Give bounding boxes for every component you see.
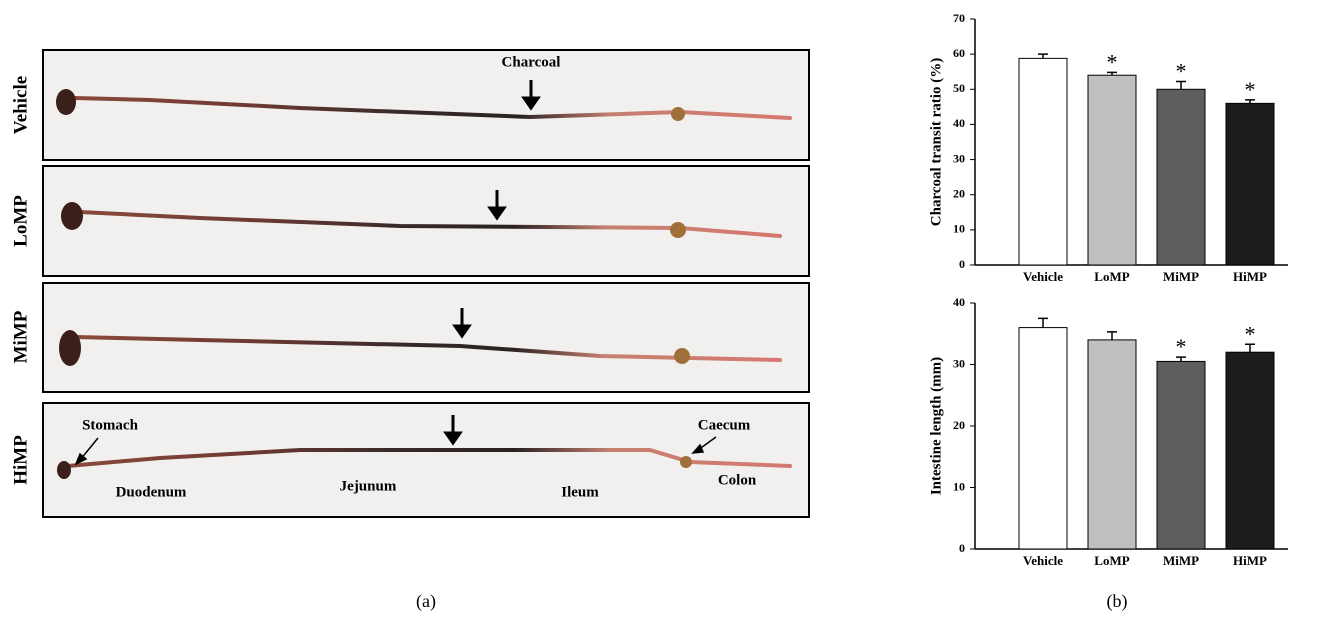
panel-label: (a) bbox=[416, 591, 436, 612]
significance-mark: * bbox=[1176, 59, 1187, 84]
error-bar bbox=[1176, 356, 1186, 362]
y-tick-label: 40 bbox=[953, 116, 965, 130]
y-tick-label: 0 bbox=[959, 541, 965, 555]
y-tick-label: 30 bbox=[953, 151, 965, 165]
intestine bbox=[73, 96, 792, 120]
bar bbox=[1225, 102, 1275, 266]
significance-mark: * bbox=[1107, 49, 1118, 74]
caecum-shape bbox=[674, 348, 690, 364]
significance-mark: * bbox=[1245, 321, 1256, 346]
segment-label: Jejunum bbox=[340, 478, 397, 494]
error-bar bbox=[1245, 99, 1255, 104]
caecum-shape bbox=[670, 222, 686, 238]
charcoal-label: Charcoal bbox=[502, 54, 561, 70]
x-tick-label: MiMP bbox=[1163, 269, 1199, 284]
stomach-shape bbox=[56, 89, 76, 115]
panel-label: (b) bbox=[1107, 591, 1128, 612]
row-label: LoMP bbox=[10, 195, 31, 247]
pointer-arrows bbox=[74, 436, 717, 466]
segment-label: Stomach bbox=[82, 417, 138, 433]
bar bbox=[1087, 74, 1137, 266]
error-bar bbox=[1176, 80, 1186, 90]
significance-mark: * bbox=[1176, 334, 1187, 359]
error-bar bbox=[1038, 317, 1048, 328]
bar bbox=[1018, 57, 1068, 266]
caecum-shape bbox=[671, 107, 685, 121]
bar bbox=[1156, 360, 1206, 550]
intestine bbox=[66, 448, 792, 468]
y-tick-label: 10 bbox=[953, 222, 965, 236]
intestine bbox=[78, 210, 782, 238]
stomach-shape bbox=[61, 202, 83, 230]
panel-a: Vehicle LoMP MiMP HiMP Charcoal Stomach … bbox=[10, 49, 810, 612]
arrows bbox=[443, 80, 541, 446]
photo-vehicle bbox=[42, 49, 810, 161]
y-tick-label: 70 bbox=[953, 11, 965, 25]
intestine bbox=[73, 335, 782, 362]
y-axis-label: Charcoal transit ratio (%) bbox=[928, 58, 944, 226]
x-tick-label: MiMP bbox=[1163, 553, 1199, 568]
x-tick-label: Vehicle bbox=[1023, 269, 1063, 284]
significance-mark: * bbox=[1245, 77, 1256, 102]
row-label: HiMP bbox=[10, 435, 31, 485]
y-tick-label: 10 bbox=[953, 479, 965, 493]
error-bar bbox=[1245, 343, 1255, 353]
error-bar bbox=[1107, 71, 1117, 76]
y-tick-label: 50 bbox=[953, 81, 965, 95]
segment-label: Duodenum bbox=[116, 484, 187, 500]
y-axis-label: Intestine length (mm) bbox=[928, 357, 944, 495]
x-tick-label: HiMP bbox=[1233, 269, 1267, 284]
bar bbox=[1018, 327, 1068, 550]
y-tick-label: 20 bbox=[953, 186, 965, 200]
x-tick-label: LoMP bbox=[1094, 269, 1129, 284]
y-tick-label: 60 bbox=[953, 46, 965, 60]
stomach-shape bbox=[57, 461, 71, 479]
row-label: Vehicle bbox=[10, 76, 31, 134]
photo-lomp bbox=[42, 165, 810, 277]
segment-label: Caecum bbox=[698, 417, 751, 433]
x-tick-label: HiMP bbox=[1233, 553, 1267, 568]
bar bbox=[1087, 339, 1137, 550]
x-tick-label: Vehicle bbox=[1023, 553, 1063, 568]
panel-b: Charcoal transit ratio (%) 0 10 20 30 40 50 60 7… bbox=[928, 11, 1288, 568]
segment-label: Colon bbox=[718, 472, 757, 488]
y-tick-label: 0 bbox=[959, 257, 965, 271]
y-tick-label: 40 bbox=[953, 295, 965, 309]
segment-label: Ileum bbox=[561, 484, 599, 500]
bar bbox=[1225, 351, 1275, 550]
error-bar bbox=[1107, 331, 1117, 340]
x-tick-label: LoMP bbox=[1094, 553, 1129, 568]
caecum-shape bbox=[680, 456, 692, 468]
row-label: MiMP bbox=[10, 310, 31, 363]
y-tick-label: 30 bbox=[953, 356, 965, 370]
bar bbox=[1156, 88, 1206, 266]
stomach-shape bbox=[59, 330, 81, 366]
y-tick-label: 20 bbox=[953, 418, 965, 432]
error-bar bbox=[1038, 53, 1048, 59]
